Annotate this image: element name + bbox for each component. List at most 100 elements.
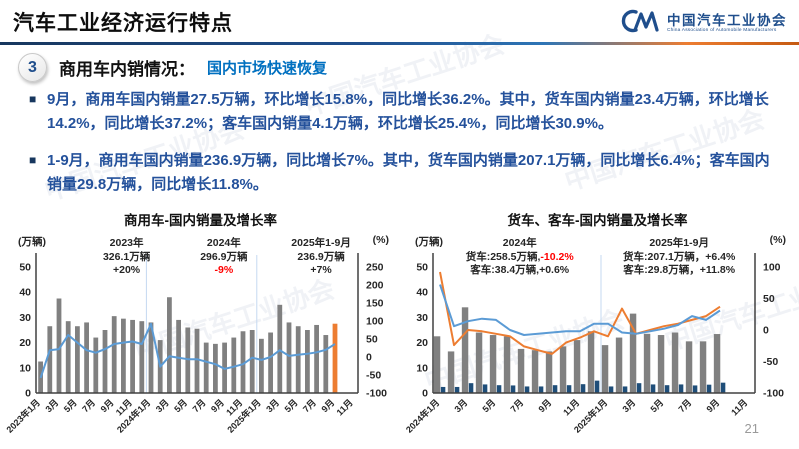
page-title: 汽车工业经济运行特点 (13, 12, 233, 35)
axis-tick-label: 0 (422, 388, 428, 400)
x-tick-label: 7月 (676, 397, 693, 414)
bar (249, 330, 255, 393)
bar (713, 334, 721, 393)
page-number: 21 (744, 421, 759, 436)
bar (566, 385, 572, 393)
bar (629, 313, 637, 393)
section-title: 商用车内销情况： (59, 60, 195, 79)
charts-row: 商用车-国内销量及增长率 (万辆) (%) 0 10 20 30 40 50 -100 -50… (6, 207, 798, 439)
bar (240, 331, 246, 393)
bar (440, 386, 446, 393)
growth-line (39, 322, 336, 379)
x-tick-label: 9月 (99, 397, 116, 414)
bar (268, 332, 273, 393)
axis-tick-label: 100 (366, 316, 384, 328)
x-tick-label: 5月 (283, 397, 300, 414)
x-tick-label: 9月 (704, 397, 721, 414)
x-tick-label: 3月 (620, 397, 637, 414)
bar (699, 341, 707, 393)
axis-tick-label: 50 (366, 334, 378, 346)
bar (314, 324, 319, 393)
bar (489, 335, 497, 393)
axis-tick-label: -100 (763, 388, 784, 400)
left-axis-unit: (万辆) (18, 236, 46, 248)
axis-tick-label: 0 (763, 325, 769, 337)
right-axis-unit: (%) (769, 234, 786, 246)
bar (332, 323, 338, 393)
x-tick-label: 5月 (480, 397, 497, 414)
axis-tick-label: 0 (25, 388, 31, 400)
axis-tick-label: 20 (416, 337, 428, 349)
growth-line (439, 271, 721, 355)
bar (671, 332, 679, 393)
bullet-list: ■ 9月，商用车国内销量27.5万辆，环比增长15.8%，同比增长36.2%。其… (0, 88, 780, 209)
section-heading: 3 商用车内销情况： 国内市场快速恢复 (18, 53, 327, 82)
axis-tick-label: -50 (763, 356, 778, 368)
bar-series (440, 380, 726, 393)
chart-canvas: 0 10 20 30 40 50 -100 -50 0 50 100 2024年1月 3月 5月 7月 9月 1… (403, 253, 784, 435)
x-tick-label: 7月 (301, 397, 318, 414)
bar (517, 348, 525, 393)
axis-tick-label: 150 (366, 298, 384, 310)
x-tick-label: 9月 (209, 397, 226, 414)
bar (194, 328, 200, 393)
x-tick-label: 11月 (729, 397, 749, 417)
bar (203, 342, 209, 393)
axis-tick-label: 10 (416, 362, 428, 374)
x-tick-label: 9月 (536, 397, 553, 414)
bar (84, 322, 89, 393)
bar (643, 333, 651, 393)
axis-tick-label: 250 (366, 262, 384, 274)
bar (587, 331, 595, 393)
section-number: 3 (28, 58, 37, 76)
axis-tick-label: 30 (416, 312, 428, 324)
bar (433, 336, 441, 393)
bar (524, 386, 530, 393)
bar (475, 332, 483, 393)
bar (622, 386, 628, 393)
bar (286, 322, 292, 393)
x-tick-label: 7月 (80, 397, 97, 414)
bar (139, 321, 145, 393)
bar (468, 383, 474, 393)
bar (231, 337, 237, 393)
bar (447, 351, 455, 393)
header-divider (0, 42, 799, 45)
x-tick-label: 3月 (264, 397, 281, 414)
x-tick-label: 7月 (508, 397, 525, 414)
bar (657, 335, 665, 393)
bar (111, 316, 117, 393)
chart-commercial-vehicles: 商用车-国内销量及增长率 (万辆) (%) 0 10 20 30 40 50 -100 -50… (6, 207, 395, 439)
bar (531, 350, 539, 393)
x-tick-label: 7月 (191, 397, 208, 414)
bar-series (38, 297, 338, 393)
x-tick-label: 5月 (648, 397, 665, 414)
bar (573, 340, 581, 393)
bullet-text: 1-9月，商用车国内销量236.9万辆，同比增长7%。其中，货车国内销量207.… (47, 151, 770, 193)
bar (580, 384, 586, 393)
axis-tick-label: -50 (366, 370, 381, 382)
bar (496, 385, 502, 393)
bar (323, 335, 329, 393)
x-tick-label: 9月 (319, 397, 336, 414)
bar (75, 326, 80, 393)
right-axis-unit: (%) (372, 234, 389, 246)
chart-trucks-buses: 货车、客车-国内销量及增长率 (万辆) (%) 0 10 20 30 40 50 -100 -… (403, 207, 792, 439)
axis-tick-label: 50 (19, 262, 31, 274)
bar (678, 384, 684, 393)
bar (461, 307, 469, 393)
bar (295, 326, 301, 393)
axis-tick-label: 40 (19, 287, 31, 299)
bar (615, 337, 623, 393)
x-tick-label: 3月 (43, 397, 60, 414)
axis-tick-label: 10 (19, 362, 31, 374)
bar (47, 326, 53, 393)
x-tick-label: 11月 (561, 397, 581, 417)
bar (538, 386, 544, 393)
axis-tick-label: 50 (763, 293, 775, 305)
logo-cn-name: 中国汽车工业协会 (667, 12, 787, 28)
bar (305, 330, 310, 393)
x-tick-label: 5月 (172, 397, 189, 414)
bar (482, 384, 488, 393)
bar (559, 346, 567, 393)
